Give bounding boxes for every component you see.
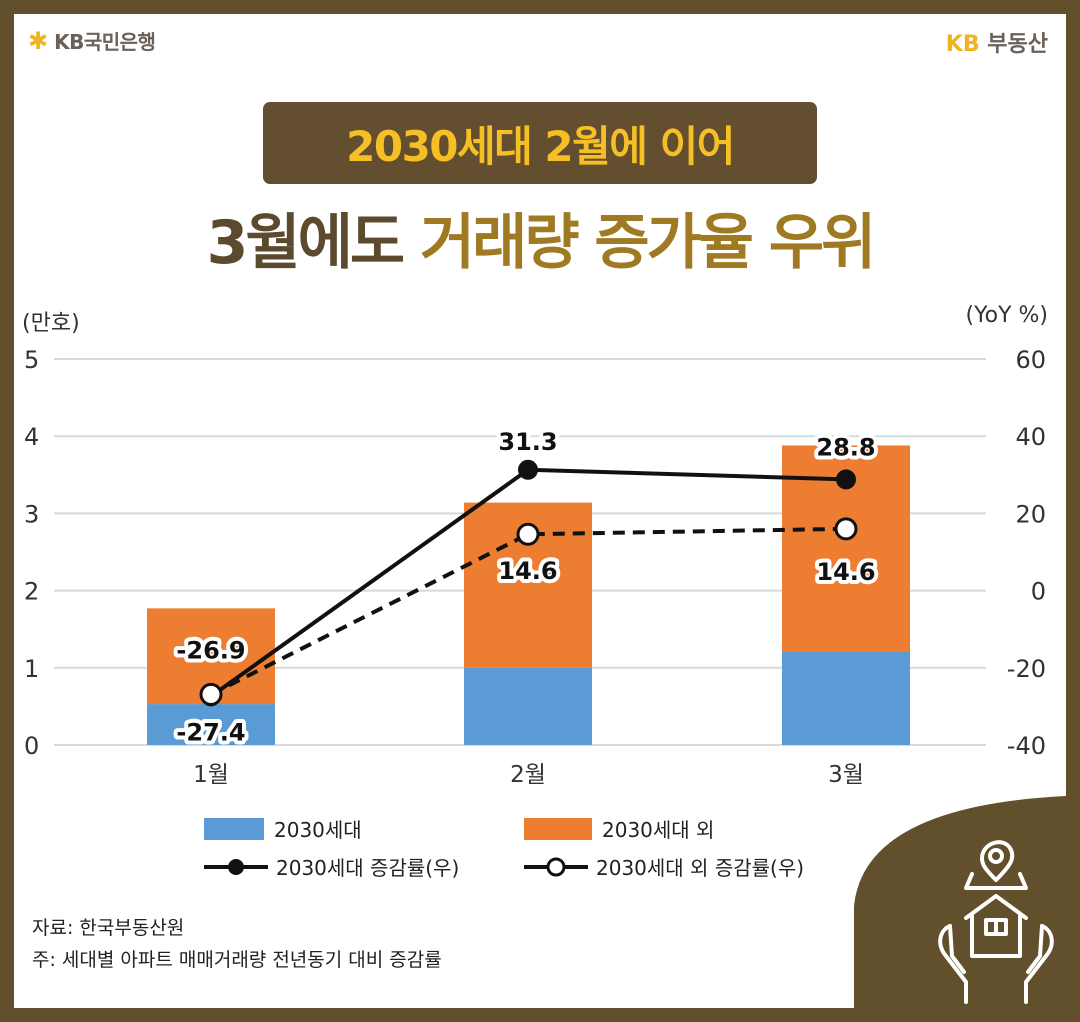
label-2030-rate: 28.8 [816,433,875,461]
legend-label: 2030세대 [274,818,362,842]
infographic-card: ✱ KB국민은행 KB 부동산 2030세대 2월에 이어 3월에도 거래량 증… [14,14,1066,1008]
legend-swatch-blue [204,817,264,840]
kb-bank-name: KB국민은행 [54,30,156,54]
label-2030-rate: -27.4 [176,718,245,746]
title-line1: 2030세대 2월에 이어 [346,121,735,171]
marker-non2030-rate [199,682,223,706]
legend-label: 2030세대 증감률(우) [276,856,460,880]
kb-bank-logo: ✱ KB국민은행 [28,26,156,55]
label-2030-rate: 31.3 [498,428,557,456]
label-non2030-rate: 14.6 [816,558,875,586]
title-line2-dark: 3월에도 [206,208,405,278]
kb-realestate-logo: KB 부동산 [945,32,1048,57]
left-tick-label: 3 [24,500,39,528]
category-label: 2월 [510,762,546,788]
right-tick-label: -20 [1007,655,1046,683]
title-banner: 2030세대 2월에 이어 [263,102,817,184]
label-non2030-rate-halo: 14.6 [498,557,557,585]
left-tick-label: 1 [24,655,39,683]
source-note: 자료: 한국부동산원 주: 세대별 아파트 매매거래량 전년동기 대비 증감률 [32,912,442,976]
legend-item-non2030: 2030세대 외 [524,814,714,843]
kb-star-icon: ✱ [28,26,49,55]
left-tick-label: 4 [24,423,39,451]
marker-2030-rate [836,469,856,490]
label-non2030-rate-halo: 14.6 [816,558,875,586]
label-2030-rate-halo: 28.8 [816,433,875,461]
label-non2030-rate: 14.6 [498,557,557,585]
legend-item-2030-rate: 2030세대 증감률(우) [204,852,459,881]
right-tick-label: 20 [1015,500,1046,528]
label-non2030-rate: -26.9 [176,636,245,664]
title-line2: 3월에도 거래량 증가율 우위 [14,194,1066,281]
source-line2: 주: 세대별 아파트 매매거래량 전년동기 대비 증감률 [32,949,442,971]
left-hand-icon [938,924,968,1004]
left-tick-label: 5 [24,346,39,374]
right-tick-label: 40 [1015,423,1046,451]
left-tick-label: 2 [24,578,39,606]
legend-item-2030: 2030세대 [204,814,362,843]
combo-chart: 0 1 2 3 4 5 -40 -20 0 20 40 60 (만호) (YoY %) 1월 2월 3월 -27.… [22,303,1048,788]
bar-2030 [782,651,910,745]
right-tick-label: 60 [1015,346,1046,374]
house-hands-decoration [854,796,1066,1008]
right-hand-icon [1024,924,1054,1004]
legend-dashed-line-icon [524,857,588,876]
marker-2030-rate [518,459,538,480]
title-line2-gold: 거래량 증가율 우위 [419,208,876,278]
category-label: 1월 [193,762,229,788]
bar-2030 [147,704,275,745]
label-2030-rate-halo: 31.3 [498,428,557,456]
right-tick-label: 0 [1031,578,1046,606]
bar-2030 [464,667,592,745]
line-non2030-rate [210,526,847,697]
right-tick-label: -40 [1007,732,1046,760]
legend-item-non2030-rate: 2030세대 외 증감률(우) [524,852,804,881]
label-2030-rate-halo: -27.4 [176,718,245,746]
left-axis-unit: (만호) [22,311,80,336]
house-icon [964,894,1028,958]
left-tick-label: 0 [24,732,39,760]
source-line1: 자료: 한국부동산원 [32,917,185,939]
marker-non2030-rate [834,517,858,541]
category-label: 3월 [828,762,864,788]
legend-solid-line-icon [204,858,268,875]
location-pin-icon [980,840,1015,882]
marker-non2030-rate [516,522,540,546]
legend-label: 2030세대 외 증감률(우) [596,856,805,880]
right-axis-unit: (YoY %) [966,303,1048,328]
label-non2030-rate-halo: -26.9 [176,636,245,664]
legend-swatch-orange [524,817,592,840]
legend-label: 2030세대 외 [602,818,715,842]
